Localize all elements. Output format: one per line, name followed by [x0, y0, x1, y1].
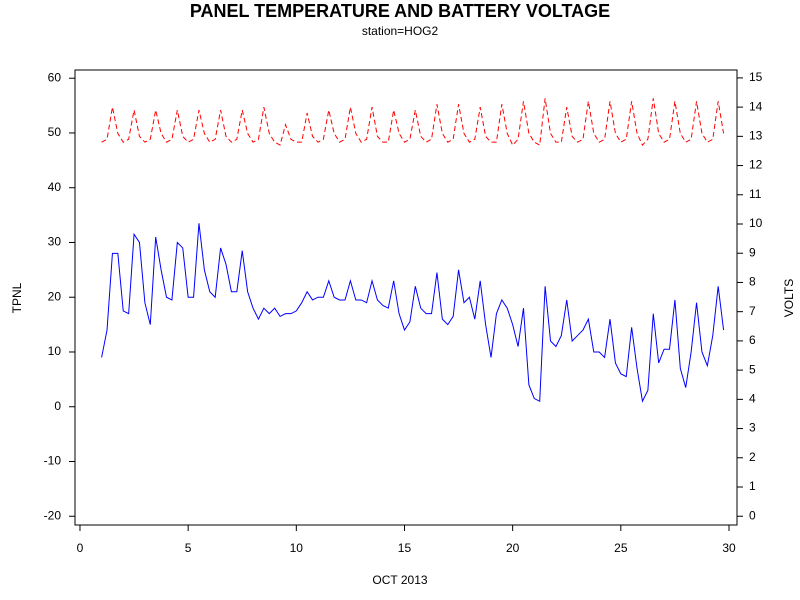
- y-tick-label: 0: [54, 399, 61, 413]
- y2-tick-label: 7: [749, 304, 756, 318]
- y2-tick-label: 6: [749, 333, 756, 347]
- y2-tick-label: 0: [749, 508, 756, 522]
- y-tick-label: 60: [48, 70, 62, 84]
- chart-subtitle: station=HOG2: [362, 24, 439, 38]
- plot-frame: [74, 69, 738, 526]
- y2-tick-label: 4: [749, 392, 756, 406]
- x-tick-label: 0: [77, 541, 84, 555]
- series-line: [101, 223, 725, 403]
- series-line: [101, 98, 725, 146]
- y2-tick-label: 14: [749, 99, 763, 113]
- y-tick-label: 20: [48, 289, 62, 303]
- y2-tick-label: 13: [749, 129, 763, 143]
- y2-tick-label: 10: [749, 216, 763, 230]
- y2-axis-label: VOLTS: [782, 279, 796, 317]
- y-axis-label: TPNL: [10, 282, 24, 313]
- y2-tick-label: 12: [749, 158, 763, 172]
- y2-tick-label: 9: [749, 245, 756, 259]
- chart-title: PANEL TEMPERATURE AND BATTERY VOLTAGE: [190, 1, 610, 21]
- y2-tick-label: 11: [749, 187, 762, 201]
- y-tick-label: 30: [48, 235, 62, 249]
- y-tick-label: -10: [44, 454, 62, 468]
- y-tick-label: 10: [48, 344, 62, 358]
- y2-tick-label: 3: [749, 421, 756, 435]
- y-tick-label: 50: [48, 125, 62, 139]
- x-tick-label: 20: [506, 541, 520, 555]
- x-tick-label: 25: [614, 541, 628, 555]
- y2-tick-label: 15: [749, 70, 763, 84]
- x-tick-label: 15: [398, 541, 412, 555]
- x-tick-label: 30: [722, 541, 736, 555]
- y2-tick-label: 1: [749, 479, 756, 493]
- y-tick-label: -20: [44, 508, 62, 522]
- y2-tick-label: 2: [749, 450, 756, 464]
- y2-tick-label: 5: [749, 362, 756, 376]
- x-axis-label: OCT 2013: [372, 573, 427, 587]
- y2-tick-label: 8: [749, 275, 756, 289]
- x-tick-label: 5: [185, 541, 192, 555]
- x-tick-label: 10: [290, 541, 304, 555]
- y-tick-label: 40: [48, 180, 62, 194]
